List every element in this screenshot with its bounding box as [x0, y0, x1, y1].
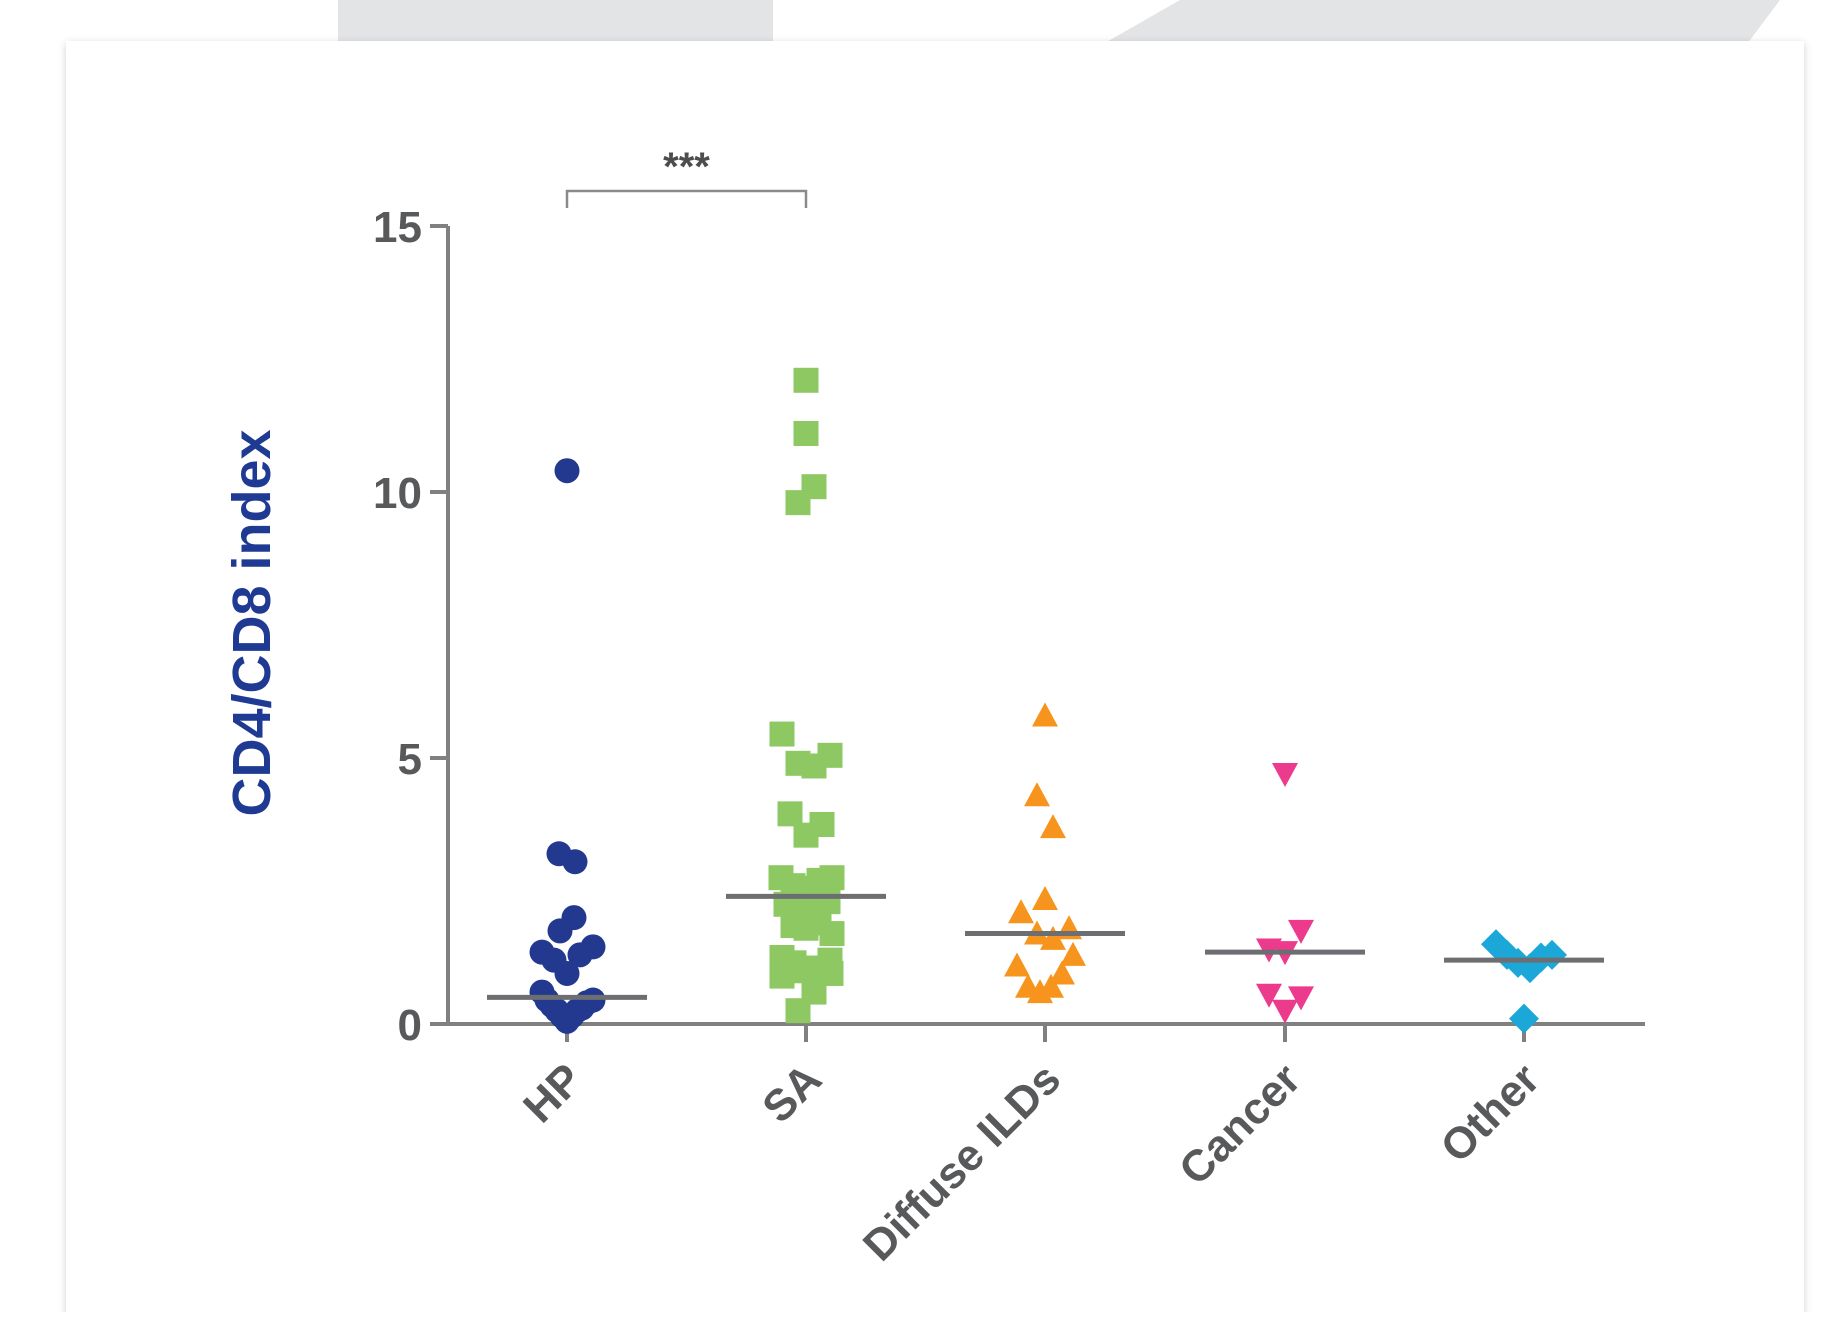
- data-point: [1004, 952, 1030, 977]
- data-point: [1027, 979, 1053, 1004]
- y-ticks: 0 5 10 15: [373, 203, 448, 1050]
- data-point: [580, 987, 606, 1013]
- significance-bracket: ***: [565, 145, 808, 208]
- data-point: [785, 998, 811, 1024]
- y-tick-label: 5: [398, 735, 422, 784]
- data-point: [1288, 986, 1314, 1011]
- data-point: [817, 742, 843, 768]
- data-point: [1040, 814, 1066, 839]
- data-point: [1272, 762, 1298, 787]
- data-point: [1040, 925, 1066, 950]
- data-point: [554, 458, 580, 484]
- data-point: [809, 812, 835, 837]
- axes: [430, 226, 1645, 1026]
- data-point: [1060, 941, 1086, 966]
- y-axis-label: CD4/CD8 index: [222, 429, 282, 816]
- data-point: [1049, 960, 1075, 985]
- significance-label: ***: [663, 145, 710, 189]
- data-point: [554, 960, 580, 986]
- data-point: [769, 721, 795, 747]
- data-point: [1288, 919, 1314, 944]
- data-point: [815, 889, 841, 915]
- data-point: [1032, 885, 1058, 910]
- data-point: [1509, 1003, 1539, 1034]
- data-point: [785, 490, 811, 516]
- data-point: [819, 865, 845, 891]
- data-point: [777, 801, 803, 827]
- data-point: [819, 921, 845, 947]
- y-tick-label: 0: [398, 1001, 422, 1050]
- median-lines: [487, 893, 1604, 1000]
- data-point: [793, 367, 819, 393]
- y-tick-label: 15: [373, 203, 422, 252]
- chart-card: [66, 41, 1804, 1317]
- data-point: [793, 420, 819, 446]
- data-point: [562, 849, 588, 875]
- data-point: [1024, 782, 1050, 807]
- data-point: [1008, 899, 1034, 924]
- y-tick-label: 10: [373, 469, 422, 518]
- data-point: [1032, 702, 1058, 727]
- data-point: [1256, 983, 1282, 1008]
- data-point: [547, 918, 573, 944]
- data-point: [1272, 999, 1298, 1024]
- significance-bracket-line: [565, 189, 808, 208]
- data-point: [580, 934, 606, 960]
